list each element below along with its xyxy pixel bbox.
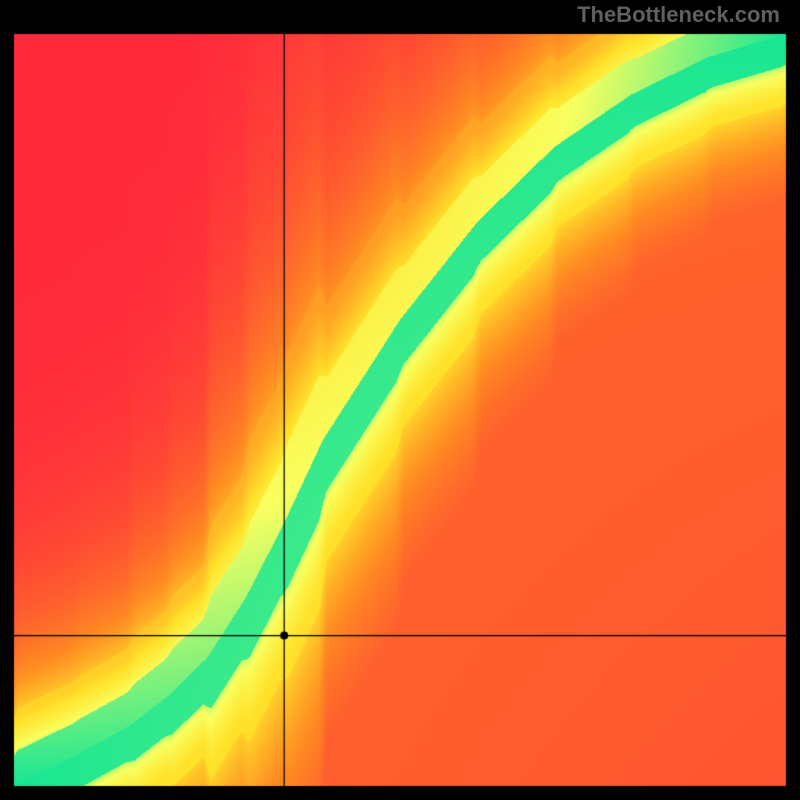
watermark: TheBottleneck.com	[577, 2, 780, 28]
bottleneck-heatmap	[0, 0, 800, 800]
